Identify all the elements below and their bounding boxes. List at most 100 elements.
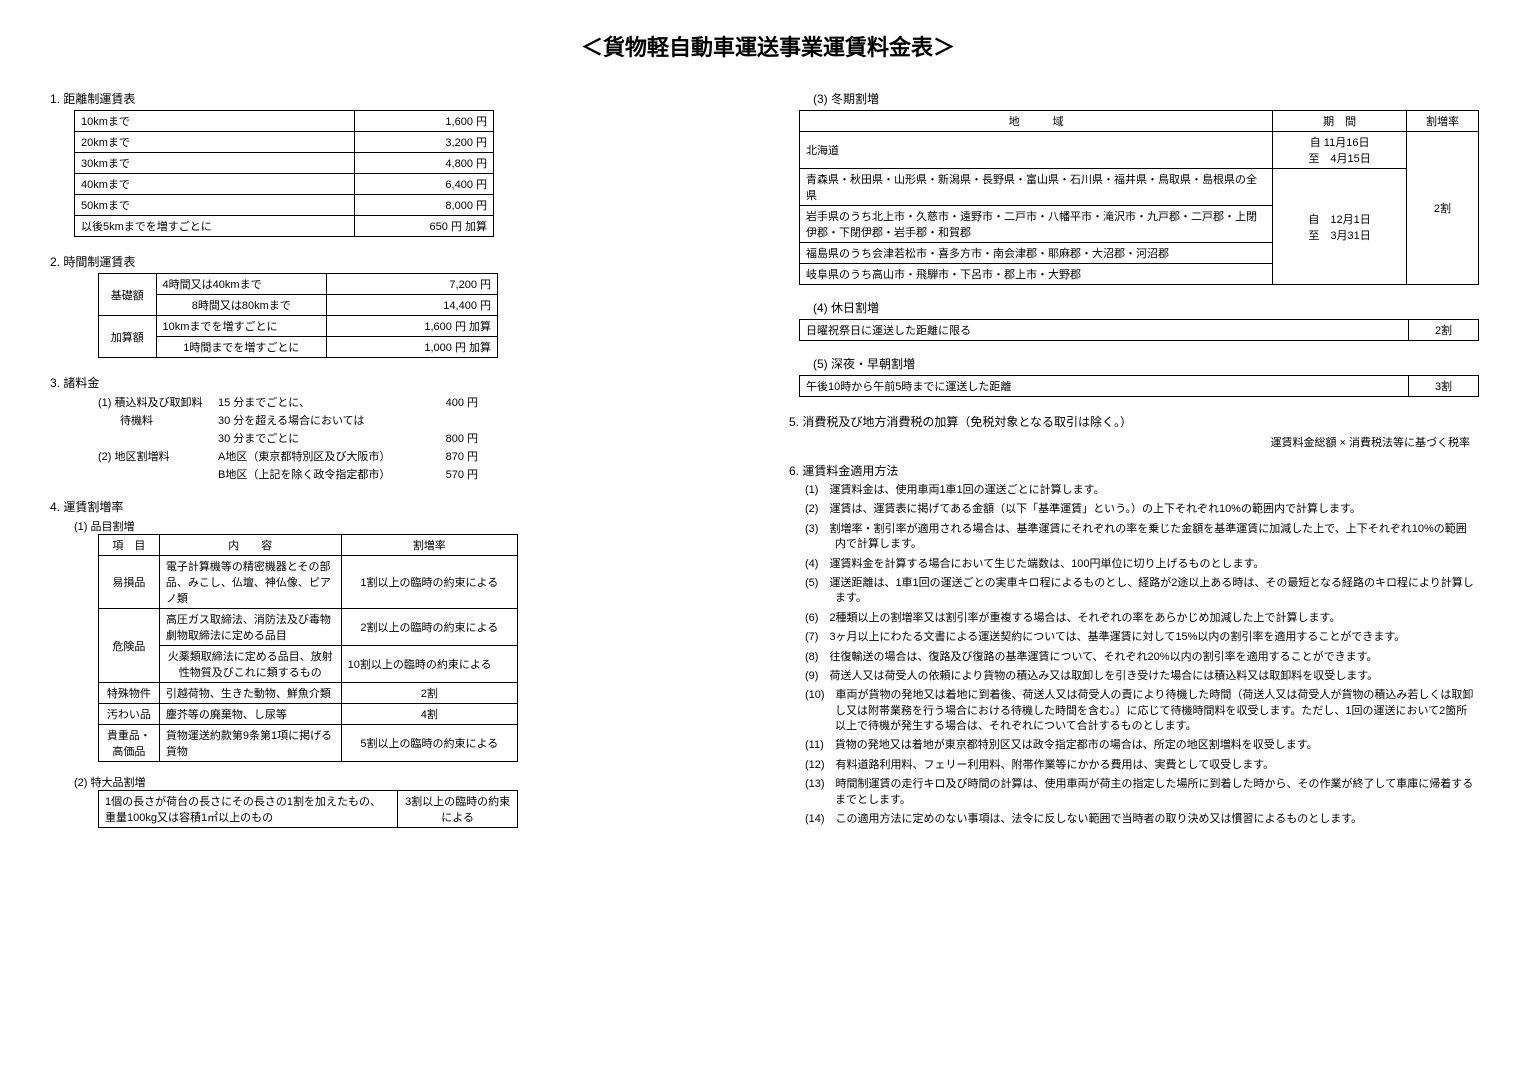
- cat-name: 危険品: [99, 609, 160, 683]
- fee-label: (1) 積込料及び取卸料: [98, 394, 218, 410]
- cat-rate: 1割以上の臨時の約束による: [341, 556, 517, 609]
- region-cell: 北海道: [800, 132, 1273, 169]
- section4-sub1: (1) 品目割増: [74, 518, 747, 534]
- holiday-surcharge-table: 日曜祝祭日に運送した距離に限る 2割: [799, 319, 1479, 341]
- rule-item: (14) この適用方法に定めのない事項は、法令に反しない範囲で当時者の取り決め又…: [805, 812, 1476, 827]
- fee-line: 30 分までごとに800 円: [98, 430, 747, 446]
- misc-fees: (1) 積込料及び取卸料15 分までごとに、400 円 待機料30 分を超える場…: [50, 394, 747, 482]
- fee-line: (2) 地区割増料A地区（東京都特別区及び大阪市）870 円: [98, 448, 747, 464]
- cat-name: 汚わい品: [99, 704, 160, 725]
- cat-desc: 高圧ガス取締法、消防法及び毒物劇物取締法に定める品目: [159, 609, 341, 646]
- table-row: 危険品高圧ガス取締法、消防法及び毒物劇物取締法に定める品目2割以上の臨時の約束に…: [99, 609, 518, 646]
- table-row: 10kmまで1,600 円: [75, 111, 494, 132]
- dist-amount: 1,600 円: [355, 111, 494, 132]
- winter-heading: (3) 冬期割増: [813, 90, 1486, 107]
- table-row: 易損品電子計算機等の精密機器とその部品、みこし、仏壇、神仏像、ピアノ類1割以上の…: [99, 556, 518, 609]
- holiday-rate: 2割: [1409, 320, 1479, 341]
- time-fare-table: 基礎額4時間又は40kmまで7,200 円8時間又は80kmまで14,400 円…: [98, 273, 498, 358]
- table-row: 特殊物件引越荷物、生きた動物、鮮魚介類2割: [99, 683, 518, 704]
- night-heading: (5) 深夜・早朝割増: [813, 355, 1486, 372]
- table-row: 30kmまで4,800 円: [75, 153, 494, 174]
- col-region: 地 域: [800, 111, 1273, 132]
- table-row: 青森県・秋田県・山形県・新潟県・長野県・富山県・石川県・福井県・鳥取県・島根県の…: [800, 169, 1479, 206]
- cat-rate: 2割: [341, 683, 517, 704]
- distance-fare-table: 10kmまで1,600 円20kmまで3,200 円30kmまで4,800 円4…: [74, 110, 494, 237]
- table-row: 50kmまで8,000 円: [75, 195, 494, 216]
- rate-cell: 2割: [1406, 132, 1478, 285]
- rule-item: (10) 車両が貨物の発地又は着地に到着後、荷送人又は荷受人の責により待機した時…: [805, 688, 1476, 734]
- region-cell: 岩手県のうち北上市・久慈市・遠野市・二戸市・八幡平市・滝沢市・九戸郡・二戸郡・上…: [800, 206, 1273, 243]
- dist-amount: 8,000 円: [355, 195, 494, 216]
- rule-item: (12) 有料道路利用料、フェリー利用料、附帯作業等にかかる費用は、実費として収…: [805, 758, 1476, 773]
- fee-desc: A地区（東京都特別区及び大阪市）: [218, 448, 398, 464]
- category-surcharge-table: 項 目内 容割増率易損品電子計算機等の精密機器とその部品、みこし、仏壇、神仏像、…: [98, 534, 518, 762]
- table-header: 項 目内 容割増率: [99, 535, 518, 556]
- fee-label: 待機料: [98, 412, 218, 428]
- section2-heading: 2. 時間制運賃表: [50, 253, 747, 270]
- oversize-desc: 1個の長さが荷台の長さにその長さの1割を加えたもの、重量100kg又は容積1㎥以…: [99, 791, 398, 828]
- rule-item: (5) 運送距離は、1車1回の運送ごとの実車キロ程によるものとし、経路が2途以上…: [805, 576, 1476, 607]
- fee-desc: 30 分を超える場合においては: [218, 412, 398, 428]
- night-surcharge-table: 午後10時から午前5時までに運送した距離 3割: [799, 375, 1479, 397]
- table-row: 加算額10kmまでを増すごとに1,600 円 加算: [99, 316, 498, 337]
- rule-item: (4) 運賃料金を計算する場合において生じた端数は、100円単位に切り上げるもの…: [805, 557, 1476, 572]
- dist-label: 10kmまで: [75, 111, 355, 132]
- time-group: 加算額: [99, 316, 157, 358]
- time-cond: 8時間又は80kmまで: [156, 295, 326, 316]
- fee-line: 待機料30 分を超える場合においては: [98, 412, 747, 428]
- table-row: 日曜祝祭日に運送した距離に限る 2割: [800, 320, 1479, 341]
- rule-item: (1) 運賃料金は、使用車両1車1回の運送ごとに計算します。: [805, 483, 1476, 498]
- fee-desc: B地区（上記を除く政令指定都市）: [218, 466, 398, 482]
- region-cell: 青森県・秋田県・山形県・新潟県・長野県・富山県・石川県・福井県・鳥取県・島根県の…: [800, 169, 1273, 206]
- section1-heading: 1. 距離制運賃表: [50, 90, 747, 107]
- holiday-heading: (4) 休日割増: [813, 299, 1486, 316]
- tax-formula: 運賃料金総額 × 消費税法等に基づく税率: [789, 434, 1470, 450]
- cat-name: 貴重品・高価品: [99, 725, 160, 762]
- table-row: 1時間までを増すごとに1,000 円 加算: [99, 337, 498, 358]
- time-amount: 1,600 円 加算: [327, 316, 498, 337]
- fee-desc: 15 分までごとに、: [218, 394, 398, 410]
- dist-label: 以後5kmまでを増すごとに: [75, 216, 355, 237]
- table-row: 8時間又は80kmまで14,400 円: [99, 295, 498, 316]
- time-amount: 14,400 円: [327, 295, 498, 316]
- rule-item: (9) 荷送人又は荷受人の依頼により貨物の積込み又は取卸しを引き受けた場合には積…: [805, 669, 1476, 684]
- cat-desc: 塵芥等の廃棄物、し尿等: [159, 704, 341, 725]
- cat-desc: 火薬類取締法に定める品目、放射性物質及びこれに類するもの: [159, 646, 341, 683]
- table-row: 40kmまで6,400 円: [75, 174, 494, 195]
- table-row: 午後10時から午前5時までに運送した距離 3割: [800, 376, 1479, 397]
- fee-label: [98, 430, 218, 446]
- fee-amount: 870 円: [398, 448, 478, 464]
- table-row: 以後5kmまでを増すごとに650 円 加算: [75, 216, 494, 237]
- right-column: (3) 冬期割増 地 域 期 間 割増率 北海道 自 11月16日 至 4月15…: [789, 80, 1486, 831]
- period-cell: 自 11月16日 至 4月15日: [1273, 132, 1407, 169]
- dist-label: 20kmまで: [75, 132, 355, 153]
- col-rate: 割増率: [1406, 111, 1478, 132]
- period-cell: 自 12月1日 至 3月31日: [1273, 169, 1407, 285]
- time-cond: 1時間までを増すごとに: [156, 337, 326, 358]
- fee-desc: 30 分までごとに: [218, 430, 398, 446]
- night-rate: 3割: [1409, 376, 1479, 397]
- cat-rate: 4割: [341, 704, 517, 725]
- cat-desc: 電子計算機等の精密機器とその部品、みこし、仏壇、神仏像、ピアノ類: [159, 556, 341, 609]
- cat-desc: 貨物運送約款第9条第1項に掲げる貨物: [159, 725, 341, 762]
- left-column: 1. 距離制運賃表 10kmまで1,600 円20kmまで3,200 円30km…: [50, 80, 747, 831]
- cat-name: 特殊物件: [99, 683, 160, 704]
- application-rules: (1) 運賃料金は、使用車両1車1回の運送ごとに計算します。(2) 運賃は、運賃…: [805, 483, 1476, 827]
- table-row: 基礎額4時間又は40kmまで7,200 円: [99, 274, 498, 295]
- winter-surcharge-table: 地 域 期 間 割増率 北海道 自 11月16日 至 4月15日 2割 青森県・…: [799, 110, 1479, 285]
- cat-rate: 5割以上の臨時の約束による: [341, 725, 517, 762]
- section6-heading: 6. 運賃料金適用方法: [789, 462, 1486, 479]
- time-cond: 4時間又は40kmまで: [156, 274, 326, 295]
- rule-item: (7) 3ヶ月以上にわたる文書による運送契約については、基準運賃に対して15%以…: [805, 630, 1476, 645]
- section3-heading: 3. 諸料金: [50, 374, 747, 391]
- dist-label: 30kmまで: [75, 153, 355, 174]
- oversize-rate: 3割以上の臨時の約束による: [398, 791, 518, 828]
- oversize-surcharge-table: 1個の長さが荷台の長さにその長さの1割を加えたもの、重量100kg又は容積1㎥以…: [98, 790, 518, 828]
- fee-amount: [398, 412, 478, 428]
- col-header: 割増率: [341, 535, 517, 556]
- region-cell: 福島県のうち会津若松市・喜多方市・南会津郡・耶麻郡・大沼郡・河沼郡: [800, 243, 1273, 264]
- region-cell: 岐阜県のうち高山市・飛騨市・下呂市・郡上市・大野郡: [800, 264, 1273, 285]
- col-header: 項 目: [99, 535, 160, 556]
- cat-rate: 2割以上の臨時の約束による: [341, 609, 517, 646]
- time-amount: 7,200 円: [327, 274, 498, 295]
